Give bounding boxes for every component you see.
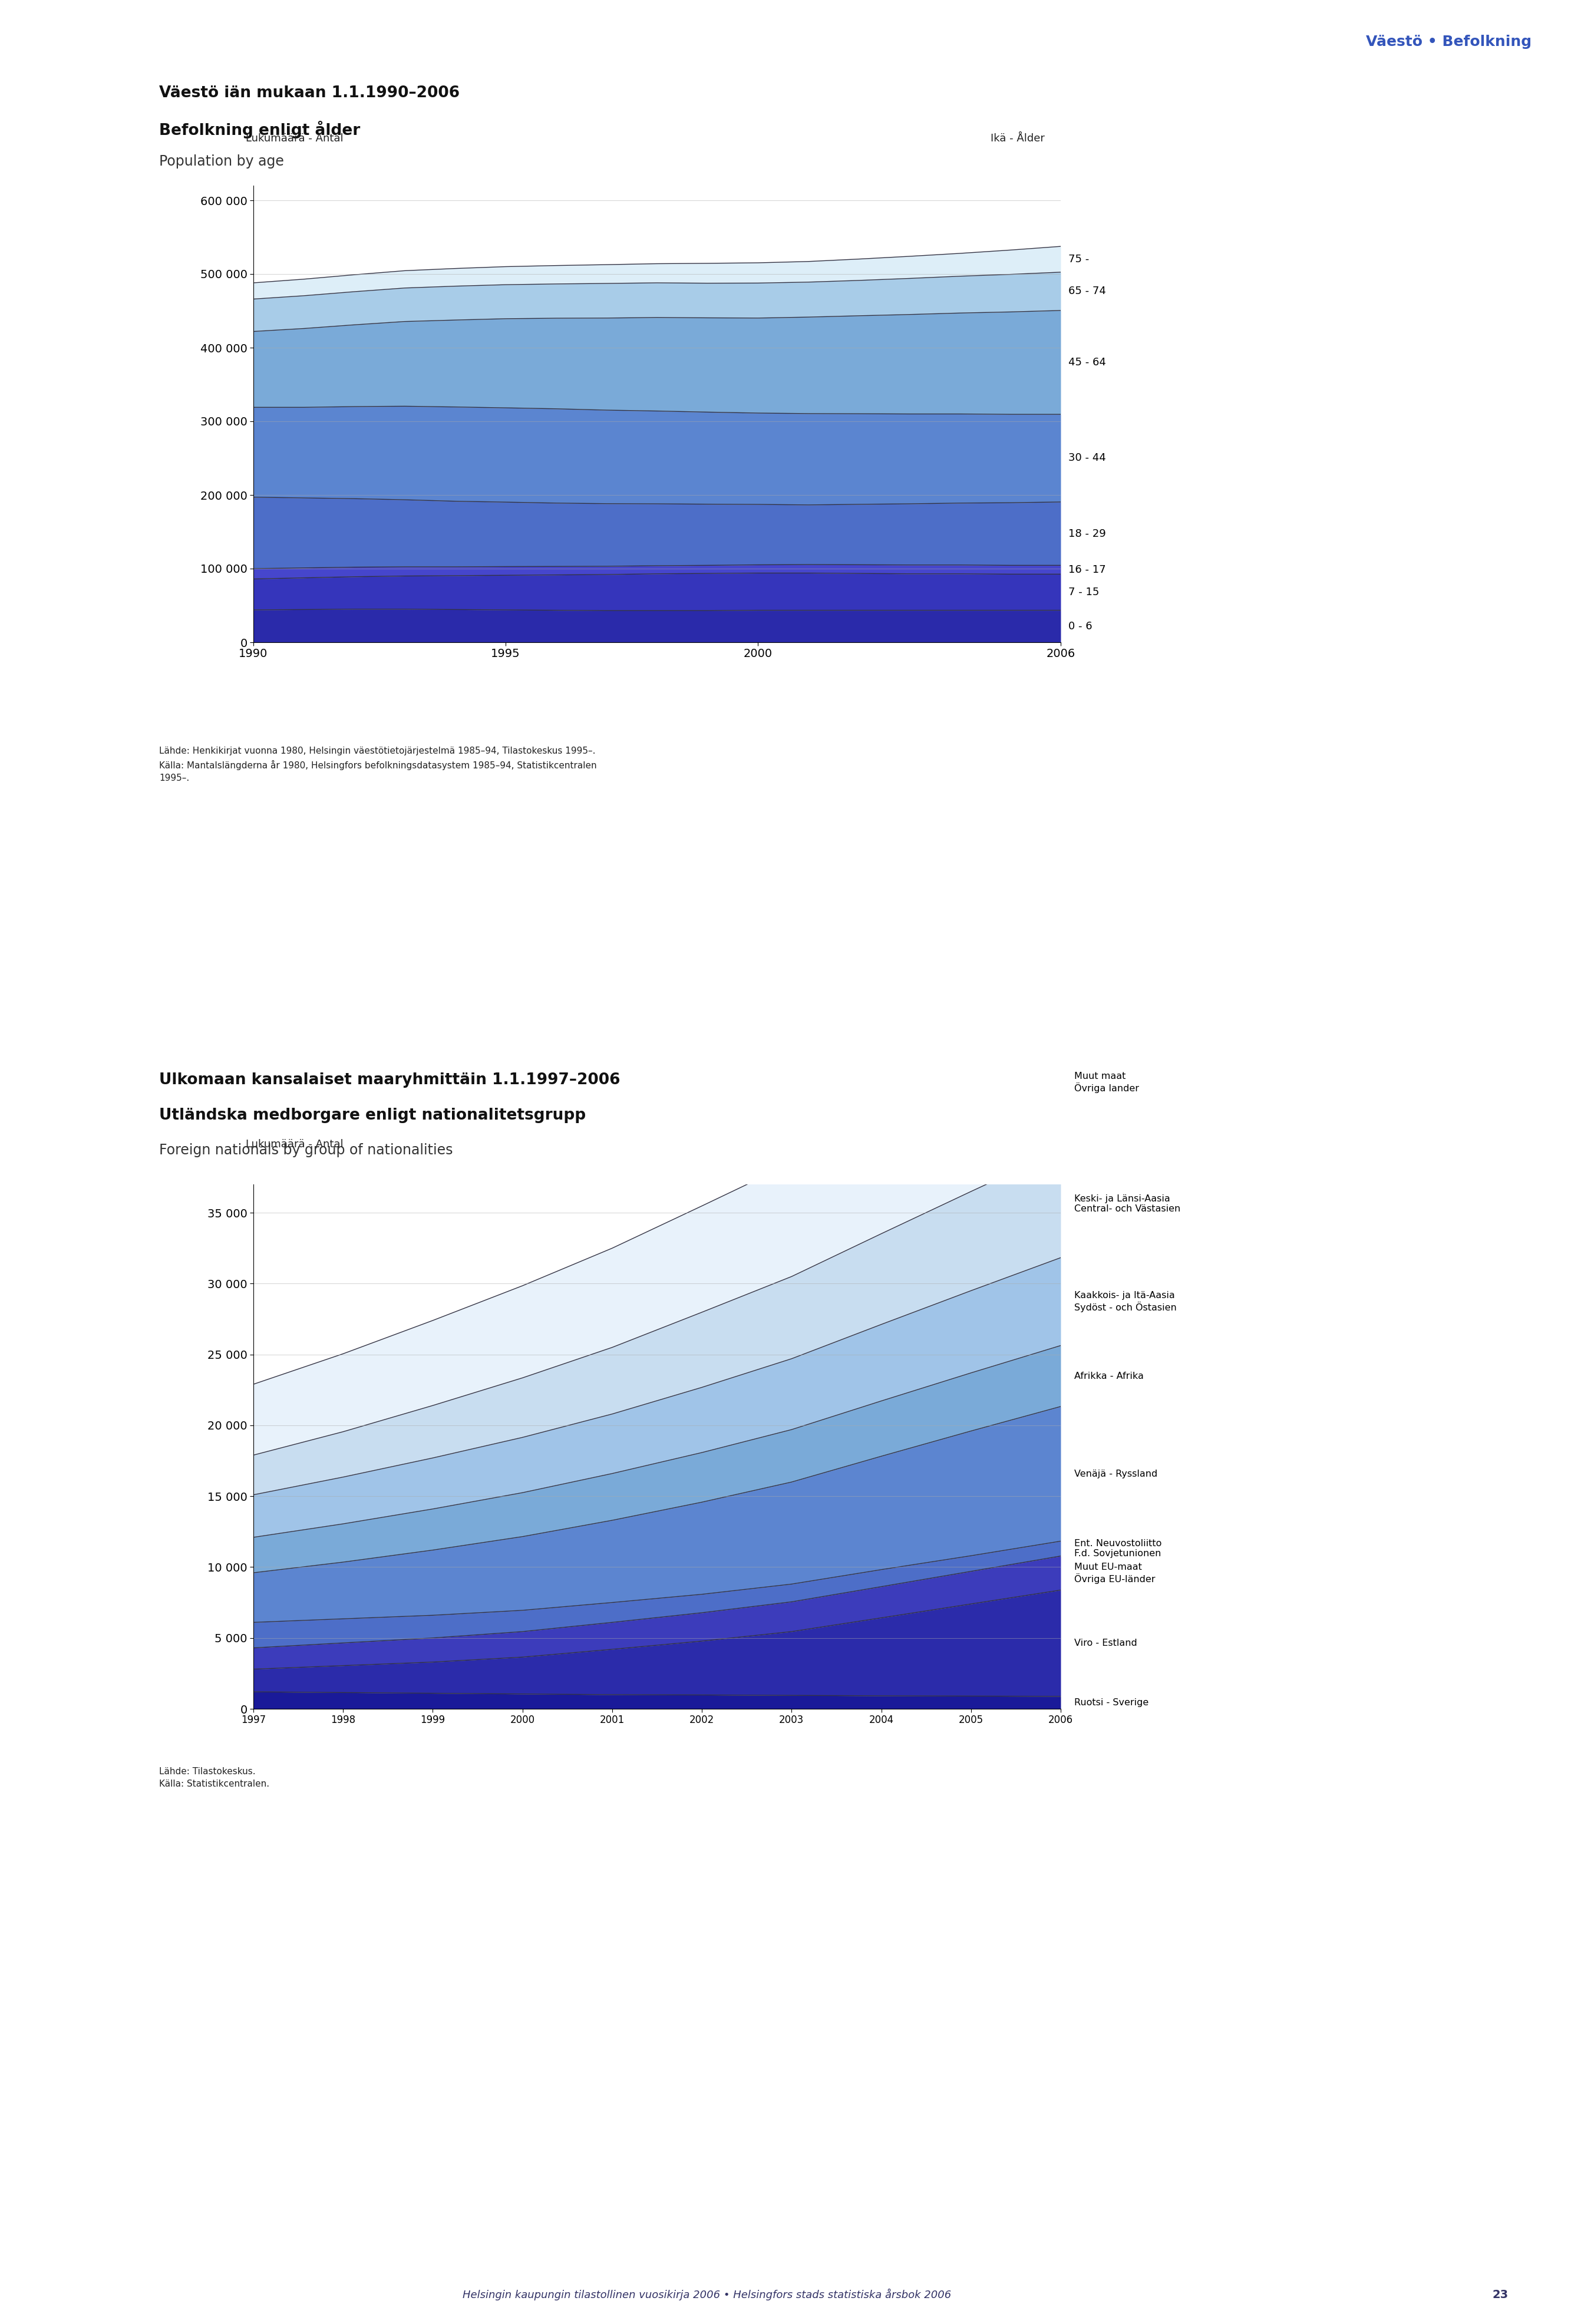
Text: Keski- ja Länsi-Aasia
Central- och Västasien: Keski- ja Länsi-Aasia Central- och Västa… [1075, 1195, 1180, 1213]
Text: Muut maat
Övriga lander: Muut maat Övriga lander [1075, 1071, 1139, 1092]
Text: Ruotsi - Sverige: Ruotsi - Sverige [1075, 1699, 1148, 1708]
Text: 7 - 15: 7 - 15 [1068, 588, 1100, 597]
Text: Helsingin kaupungin tilastollinen vuosikirja 2006 • Helsingfors stads statistisk: Helsingin kaupungin tilastollinen vuosik… [462, 2289, 952, 2301]
Text: Muut EU-maat
Övriga EU-länder: Muut EU-maat Övriga EU-länder [1075, 1562, 1155, 1583]
Text: Kaakkois- ja Itä-Aasia
Sydöst - och Östasien: Kaakkois- ja Itä-Aasia Sydöst - och Östa… [1075, 1292, 1177, 1313]
Text: Väestö • Befolkning: Väestö • Befolkning [1367, 35, 1532, 49]
Text: Ikä - Ålder: Ikä - Ålder [991, 132, 1045, 144]
Text: Ent. Neuvostoliitto
F.d. Sovjetunionen: Ent. Neuvostoliitto F.d. Sovjetunionen [1075, 1538, 1161, 1557]
Text: Väestö iän mukaan 1.1.1990–2006: Väestö iän mukaan 1.1.1990–2006 [159, 86, 460, 100]
Text: 45 - 64: 45 - 64 [1068, 358, 1106, 367]
Text: Viro - Estland: Viro - Estland [1075, 1638, 1137, 1648]
Text: Utländska medborgare enligt nationalitetsgrupp: Utländska medborgare enligt nationalitet… [159, 1109, 586, 1122]
Text: Ulkomaan kansalaiset maaryhmittäin 1.1.1997–2006: Ulkomaan kansalaiset maaryhmittäin 1.1.1… [159, 1071, 621, 1088]
Text: 75 -: 75 - [1068, 253, 1089, 265]
Text: 0 - 6: 0 - 6 [1068, 621, 1092, 632]
Text: 30 - 44: 30 - 44 [1068, 453, 1106, 462]
Text: 16 - 17: 16 - 17 [1068, 565, 1106, 574]
Text: Lähde: Tilastokeskus.
Källa: Statistikcentralen.: Lähde: Tilastokeskus. Källa: Statistikce… [159, 1766, 269, 1787]
Text: Afrikka - Afrika: Afrikka - Afrika [1075, 1371, 1144, 1380]
Text: Population by age: Population by age [159, 153, 284, 170]
Text: Lukumäärä - Antal: Lukumäärä - Antal [245, 1139, 342, 1150]
Text: Lähde: Henkikirjat vuonna 1980, Helsingin väestötietojärjestelmä 1985–94, Tilast: Lähde: Henkikirjat vuonna 1980, Helsingi… [159, 746, 597, 783]
Text: Befolkning enligt ålder: Befolkning enligt ålder [159, 121, 360, 139]
Text: 23: 23 [1492, 2289, 1508, 2301]
Text: Foreign nationals by group of nationalities: Foreign nationals by group of nationalit… [159, 1143, 452, 1157]
Text: 65 - 74: 65 - 74 [1068, 286, 1106, 297]
Text: 18 - 29: 18 - 29 [1068, 528, 1106, 539]
Text: Venäjä - Ryssland: Venäjä - Ryssland [1075, 1469, 1158, 1478]
Text: Lukumäärä - Antal: Lukumäärä - Antal [245, 132, 342, 144]
